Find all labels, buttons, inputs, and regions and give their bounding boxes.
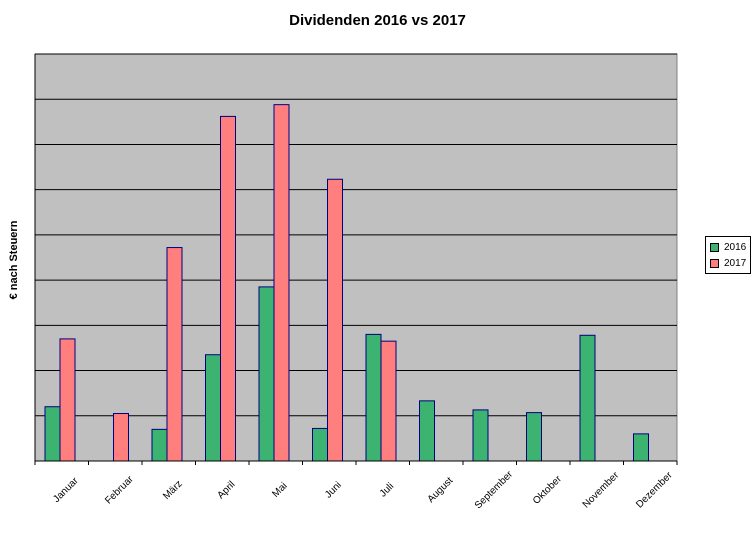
x-tick-label: März	[161, 478, 185, 502]
x-tick-label: Mai	[270, 481, 289, 500]
x-tick-label: Januar	[51, 475, 81, 505]
x-tick-label: April	[216, 479, 238, 501]
bar-2017-Februar	[113, 413, 129, 462]
legend-label-2017: 2017	[724, 257, 747, 269]
legend-swatch-2016	[710, 242, 719, 252]
bar-2017-April	[220, 115, 236, 462]
bar-2017-Juni	[327, 178, 343, 462]
bar-2016-Dezember	[633, 433, 649, 462]
x-tick-label: November	[581, 470, 622, 511]
x-tick-label: Juni	[323, 480, 344, 501]
x-tick-label: Februar	[103, 473, 136, 506]
bar-2016-Juni	[312, 427, 328, 462]
chart-title: Dividenden 2016 vs 2017	[289, 12, 466, 29]
legend-swatch-2017	[710, 258, 719, 268]
legend-item-2016: 2016	[706, 239, 750, 255]
bar-2017-März	[166, 247, 183, 462]
bar-2016-April	[205, 354, 221, 462]
legend-label-2016: 2016	[724, 241, 747, 253]
bar-2017-Januar	[59, 338, 76, 462]
x-tick-label: Juli	[378, 481, 396, 499]
x-tick-label: Oktober	[531, 473, 564, 506]
bar-2016-März	[151, 428, 168, 462]
bar-2016-November	[579, 334, 596, 462]
bar-2016-August	[419, 400, 435, 462]
bar-2016-Juli	[365, 333, 382, 462]
chart-legend: 2016 2017	[705, 236, 751, 274]
x-tick-label: Dezember	[634, 470, 675, 511]
bar-2016-Mai	[258, 286, 275, 462]
plot-area	[34, 53, 678, 462]
bar-2017-Mai	[273, 104, 290, 462]
bar-2016-Januar	[44, 406, 61, 462]
bar-2017-Juli	[380, 340, 397, 462]
bar-2016-September	[472, 409, 489, 462]
bar-2016-Oktober	[526, 412, 542, 462]
legend-item-2017: 2017	[706, 255, 750, 271]
x-tick-label: August	[426, 475, 456, 505]
x-tick-label: September	[473, 469, 516, 512]
